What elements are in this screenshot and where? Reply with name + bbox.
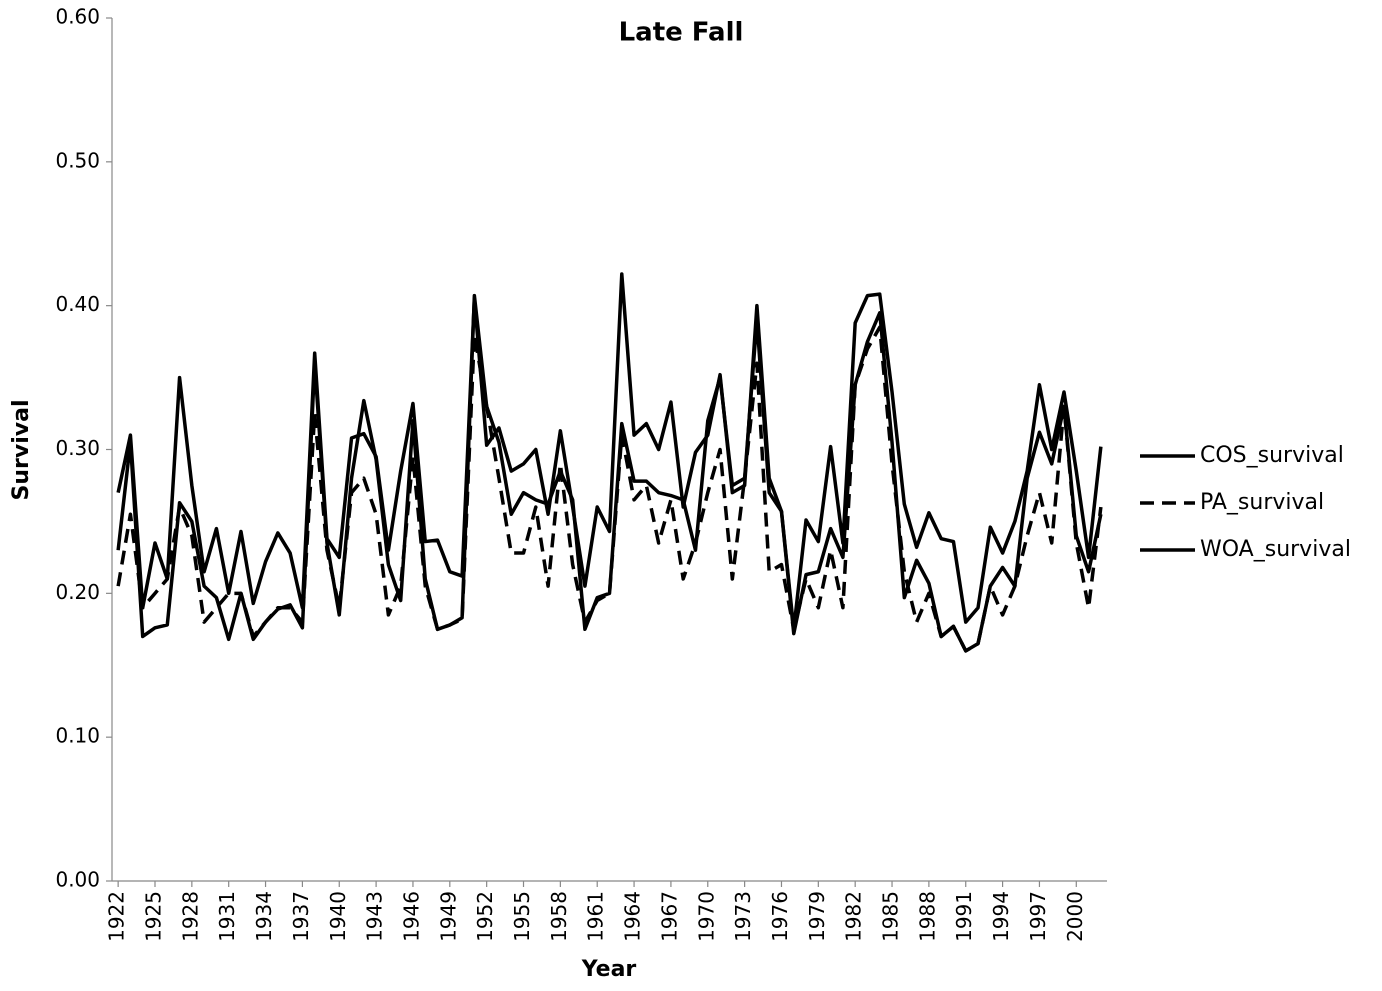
x-tick-label: 1976 — [768, 891, 792, 942]
x-tick-label: 1925 — [141, 891, 165, 942]
y-tick-label: 0.60 — [55, 5, 100, 29]
x-tick-label: 1931 — [215, 891, 239, 942]
x-tick-label: 1964 — [621, 891, 645, 942]
x-tick-label: 1961 — [584, 891, 608, 942]
x-tick-label: 1949 — [436, 891, 460, 942]
x-tick-label: 1973 — [731, 891, 755, 942]
chart-title: Late Fall — [619, 18, 744, 48]
x-tick-label: 1970 — [694, 891, 718, 942]
x-tick-label: 1988 — [915, 891, 939, 942]
x-tick-label: 1943 — [363, 891, 387, 942]
x-tick-label: 1979 — [805, 891, 829, 942]
legend-label: PA_survival — [1200, 490, 1324, 515]
x-axis-label: Year — [581, 957, 637, 982]
x-tick-label: 1994 — [989, 891, 1013, 942]
y-tick-label: 0.50 — [55, 148, 100, 172]
x-tick-label: 1958 — [547, 891, 571, 942]
x-tick-label: 1967 — [657, 891, 681, 942]
y-axis-label: Survival — [9, 400, 34, 501]
x-tick-label: 1937 — [289, 891, 313, 942]
x-tick-label: 1985 — [879, 891, 903, 942]
series-line — [116, 293, 1103, 653]
x-tick-label: 2000 — [1063, 891, 1087, 942]
series-line — [116, 272, 1103, 632]
y-tick-label: 0.00 — [55, 868, 100, 892]
series-line — [116, 325, 1103, 653]
x-tick-label: 1934 — [252, 891, 276, 942]
x-tick-label: 1946 — [399, 891, 423, 942]
x-tick-label: 1982 — [842, 891, 866, 942]
x-tick-label: 1955 — [510, 891, 534, 942]
legend-label: COS_survival — [1200, 443, 1344, 468]
x-tick-label: 1991 — [952, 891, 976, 942]
x-tick-label: 1928 — [178, 891, 202, 942]
legend-label: WOA_survival — [1200, 537, 1351, 562]
x-tick-label: 1997 — [1026, 891, 1050, 942]
x-tick-label: 1922 — [105, 891, 129, 942]
y-tick-label: 0.20 — [55, 580, 100, 604]
y-tick-label: 0.40 — [55, 292, 100, 316]
y-tick-label: 0.10 — [55, 724, 100, 748]
x-tick-label: 1952 — [473, 891, 497, 942]
x-tick-label: 1940 — [326, 891, 350, 942]
y-tick-label: 0.30 — [55, 436, 100, 460]
